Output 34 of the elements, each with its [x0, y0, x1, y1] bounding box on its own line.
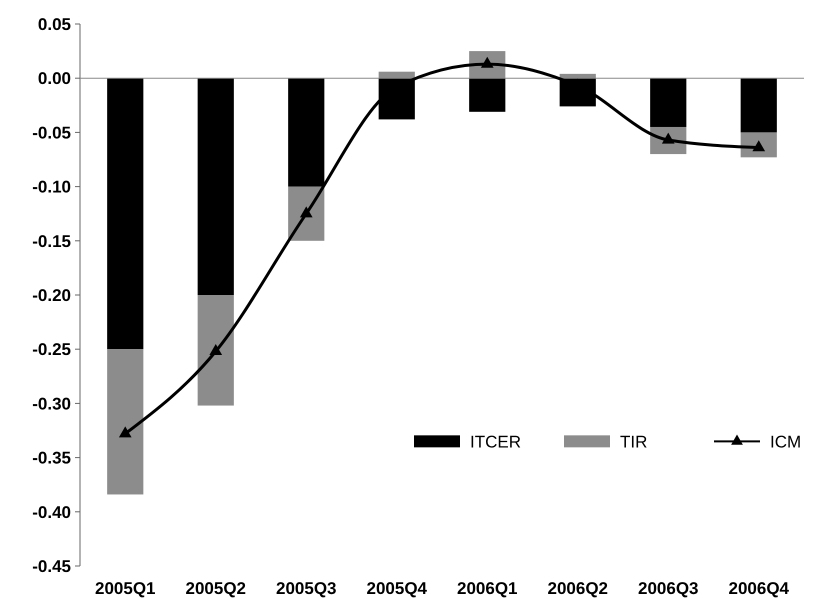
legend-label: TIR — [620, 432, 648, 452]
x-tick-label: 2006Q4 — [728, 579, 790, 598]
y-tick-label: -0.10 — [32, 178, 71, 197]
bar — [650, 78, 686, 127]
x-tick-label: 2005Q4 — [366, 579, 428, 598]
point — [118, 426, 132, 438]
x-tick-label: 2005Q2 — [186, 579, 246, 598]
bar — [469, 78, 506, 112]
y-tick-label: 0.05 — [38, 14, 71, 34]
y-tick-label: -0.05 — [32, 123, 71, 142]
x-tick-label: 2006Q1 — [457, 579, 518, 598]
y-tick-label: -0.40 — [32, 502, 71, 522]
y-tick-label: -0.25 — [32, 340, 71, 360]
bar — [740, 78, 777, 132]
bar — [107, 349, 144, 494]
bar — [107, 78, 144, 350]
y-tick-label: -0.35 — [32, 448, 71, 468]
x-tick-label: 2006Q3 — [638, 579, 698, 598]
point — [300, 206, 313, 218]
x-tick-label: 2005Q1 — [95, 579, 156, 598]
bar — [378, 78, 415, 120]
legend-label: ITCER — [470, 432, 521, 452]
y-tick-label: 0.00 — [38, 69, 71, 88]
x-tick-label: 2005Q3 — [276, 579, 336, 598]
x-tick-label: 2006Q2 — [548, 579, 608, 598]
bar — [198, 295, 234, 406]
legend-label: ICM — [770, 432, 802, 452]
bar — [198, 78, 234, 295]
y-tick-label: -0.45 — [32, 556, 71, 576]
y-tick-label: -0.30 — [32, 394, 71, 414]
point — [209, 344, 222, 356]
y-tick-label: -0.15 — [32, 232, 71, 251]
y-tick-label: -0.20 — [32, 286, 71, 305]
bar — [288, 78, 324, 187]
